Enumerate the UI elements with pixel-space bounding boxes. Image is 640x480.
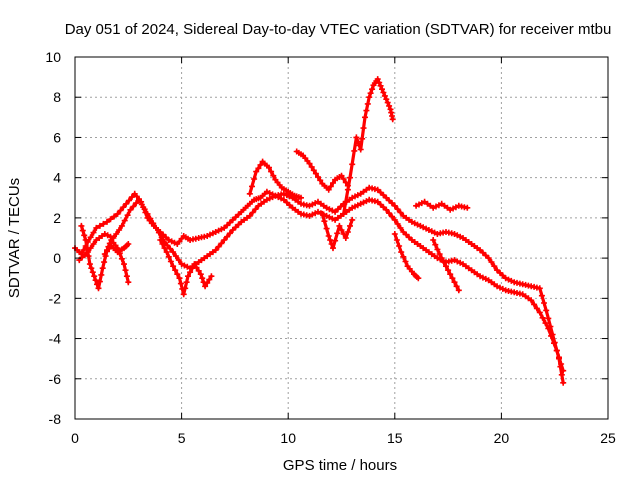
plot-frame — [74, 56, 609, 420]
y-tick-label: -8 — [49, 411, 62, 427]
series-trace — [77, 194, 565, 373]
series-plus-markers — [76, 192, 567, 374]
y-tick-label: 2 — [53, 210, 61, 226]
chart-title: Day 051 of 2024, Sidereal Day-to-day VTE… — [65, 21, 612, 38]
series-plus-markers — [391, 231, 422, 282]
series-excursion-branch-17 — [413, 198, 471, 213]
x-tick-labels: 0 5 10 15 20 25 — [71, 430, 616, 446]
x-tick-label: 0 — [71, 430, 79, 446]
series-plus-markers — [413, 198, 471, 213]
series-plus-markers — [430, 237, 462, 294]
series-excursion-peak-9 — [246, 158, 304, 201]
series-excursion-ridge-11 — [293, 148, 351, 193]
ticks-layer — [74, 56, 609, 420]
series-excursion-branch-18 — [430, 237, 462, 294]
x-tick-label: 20 — [494, 430, 510, 446]
data-layer — [72, 76, 567, 386]
x-tick-label: 5 — [178, 430, 186, 446]
series-excursion-spike-14 — [340, 76, 396, 217]
series-track-low — [76, 192, 567, 374]
series-excursion-early-b — [101, 241, 132, 258]
y-tick-label: -4 — [49, 331, 62, 347]
y-tick-label: 8 — [53, 89, 61, 105]
x-tick-label: 15 — [387, 430, 403, 446]
series-excursion-dip-12 — [319, 210, 356, 252]
y-tick-label: -6 — [49, 371, 62, 387]
grid-layer — [75, 57, 608, 419]
series-trace — [320, 212, 354, 250]
y-tick-labels: -8 -6 -4 -2 0 2 4 6 8 10 — [45, 49, 61, 427]
y-tick-label: 10 — [45, 49, 61, 65]
x-tick-label: 25 — [600, 430, 616, 446]
series-track-main — [72, 184, 567, 386]
series-plus-markers — [157, 237, 215, 298]
y-tick-label: 6 — [53, 129, 61, 145]
series-plus-markers — [340, 76, 396, 217]
series-plus-markers — [293, 148, 351, 193]
y-tick-label: 0 — [53, 250, 61, 266]
y-axis-label: SDTVAR / TECUs — [6, 178, 23, 298]
series-plus-markers — [319, 210, 356, 252]
series-plus-markers — [101, 241, 132, 258]
x-axis-label: GPS time / hours — [283, 457, 397, 474]
series-plus-markers — [72, 184, 567, 386]
series-plus-markers — [246, 158, 304, 201]
y-tick-label: -2 — [49, 290, 62, 306]
series-excursion-dip-5 — [157, 237, 215, 298]
y-tick-label: 4 — [53, 170, 61, 186]
series-excursion-branch-16 — [391, 231, 422, 282]
x-tick-label: 10 — [280, 430, 296, 446]
